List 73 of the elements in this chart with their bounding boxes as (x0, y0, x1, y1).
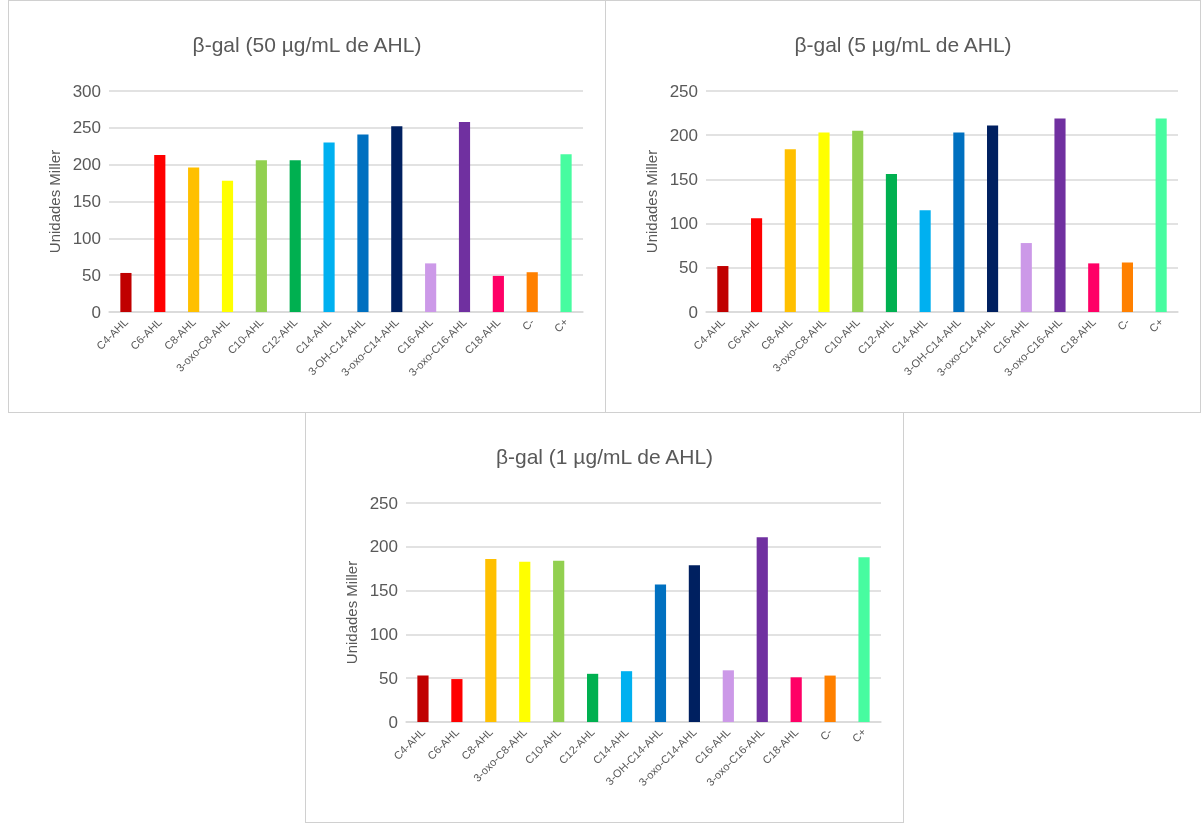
x-tick-label: C- (519, 315, 537, 333)
bar (919, 210, 931, 312)
bar (987, 125, 999, 312)
y-tick-label: 200 (669, 125, 698, 145)
bar (1121, 262, 1133, 312)
x-tick-label: C+ (551, 315, 571, 335)
bar (852, 130, 864, 312)
y-tick-label: 0 (388, 712, 398, 732)
bar (221, 180, 234, 312)
bar (553, 560, 565, 722)
bar (425, 263, 437, 312)
bar (289, 160, 301, 312)
bar (953, 132, 965, 312)
bar (391, 126, 403, 312)
bar (858, 557, 870, 722)
bar (654, 584, 667, 722)
bar (357, 134, 369, 312)
bar (784, 149, 796, 312)
bar (417, 675, 429, 722)
y-tick-label: 150 (72, 192, 101, 211)
bar (1088, 263, 1100, 312)
bar (255, 160, 267, 312)
bar (587, 673, 599, 722)
y-tick-label: 100 (72, 228, 101, 248)
bar (1020, 243, 1032, 312)
y-axis-title: Unidades Miller (642, 149, 660, 254)
bar (120, 272, 132, 312)
bar (519, 561, 531, 722)
bar (717, 266, 729, 312)
y-tick-label: 0 (91, 302, 101, 322)
y-axis-title: Unidades Miller (342, 560, 360, 665)
x-tick-label: C- (817, 725, 835, 743)
y-tick-label: 250 (72, 118, 101, 138)
bar (1155, 118, 1167, 312)
bar (688, 565, 700, 722)
y-tick-label: 50 (679, 258, 698, 278)
bar (885, 174, 897, 312)
bar (492, 275, 504, 312)
chart-title: β-gal (1 µg/mL de AHL) (495, 445, 714, 468)
y-tick-label: 100 (369, 624, 398, 644)
y-tick-label: 250 (669, 81, 698, 101)
y-tick-label: 250 (369, 493, 398, 513)
y-tick-label: 200 (72, 155, 101, 175)
bar (154, 155, 166, 312)
bar (790, 677, 802, 722)
y-tick-label: 50 (379, 668, 398, 688)
bar (560, 154, 572, 312)
bar (620, 671, 633, 722)
bar (458, 121, 471, 312)
bar (818, 132, 830, 312)
y-tick-label: 200 (369, 537, 398, 557)
bar (722, 670, 734, 722)
bar (526, 272, 538, 312)
y-tick-label: 150 (369, 581, 398, 601)
bar (188, 167, 200, 312)
x-tick-label: C+ (849, 725, 869, 745)
bar (323, 142, 335, 312)
bar (1054, 118, 1066, 312)
chart-title: β-gal (50 µg/mL de AHL) (192, 33, 422, 56)
bar (751, 218, 763, 312)
y-axis-title: Unidades Miller (45, 149, 63, 254)
x-tick-label: C+ (1146, 315, 1166, 335)
bar (451, 679, 463, 722)
bar (756, 537, 768, 722)
y-tick-label: 100 (669, 214, 698, 234)
bar (485, 559, 497, 722)
y-tick-label: 300 (72, 81, 101, 101)
bar (824, 675, 836, 722)
y-tick-label: 150 (669, 169, 698, 189)
chart-title: β-gal (5 µg/mL de AHL) (794, 33, 1012, 56)
y-tick-label: 0 (688, 302, 698, 322)
x-tick-label: C- (1114, 315, 1132, 333)
y-tick-label: 50 (82, 265, 101, 285)
